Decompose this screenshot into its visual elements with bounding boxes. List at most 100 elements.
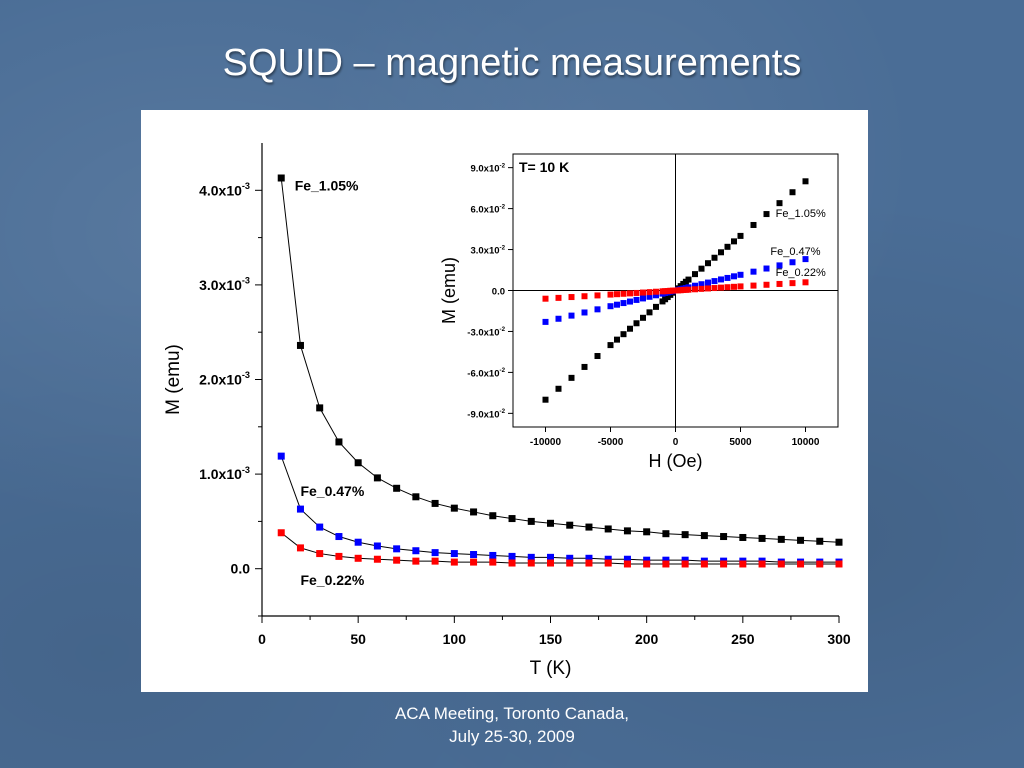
main-data-point [354,554,362,562]
inset-data-point [750,221,757,228]
inset-data-point [620,331,627,338]
chart-svg: 0 50 100 150 200 250 300 0.0 1.0x10-3 2.0x10-3 3.0… [163,143,851,679]
inset-data-point [692,286,698,293]
main-data-point [316,404,324,412]
main-data-point [720,560,728,568]
inset-data-point [620,290,627,297]
main-data-point [393,545,401,553]
main-series-label: Fe_0.22% [300,572,364,588]
main-data-point [470,558,478,566]
inset-data-point [750,268,757,275]
main-data-point [431,557,439,565]
main-y-tick-label: 0.0 [231,561,251,577]
inset-data-point [594,306,601,313]
inset-x-axis-label: H (Oe) [649,451,703,471]
main-data-point [335,438,343,446]
main-data-point [758,560,766,568]
main-data-point [797,560,805,568]
inset-data-point [705,260,711,267]
inset-data-point [568,374,575,381]
main-data-point [450,558,458,566]
main-data-point [373,542,381,550]
main-data-point [700,560,708,568]
inset-temperature-annotation: T= 10 K [519,159,569,175]
inset-data-point [685,286,692,293]
main-data-point [277,529,285,537]
main-data-point [681,560,689,568]
main-data-point [585,559,593,567]
footer-dates: July 25-30, 2009 [449,727,575,746]
main-x-axis-label: T (K) [530,658,572,679]
main-data-point [758,534,766,542]
inset-data-point [802,178,809,185]
main-data-point [508,552,516,560]
main-data-point [777,560,785,568]
main-data-point [412,557,420,565]
main-data-point [431,499,439,507]
inset-data-point [568,312,575,319]
inset-data-point [731,238,737,245]
inset-y-tick-label: 9.0x10-2 [470,162,505,174]
inset-data-point [724,284,731,291]
inset-data-point [653,303,659,310]
inset-data-point [724,243,731,250]
main-data-point [450,504,458,512]
main-data-point [835,560,843,568]
inset-data-point [731,273,737,280]
inset-data-point [646,293,653,300]
main-data-point [797,536,805,544]
inset-data-point [750,282,757,289]
inset-data-point [653,288,659,295]
inset-data-point [776,280,783,287]
inset-data-point [776,262,783,269]
main-y-axis-label: M (emu) [163,344,184,415]
inset-data-point [711,285,718,292]
main-y-tick-label: 4.0x10-3 [199,181,250,198]
inset-data-point [711,278,718,285]
main-data-point [681,556,689,564]
inset-data-point [640,289,646,296]
main-data-point [489,512,497,520]
inset-data-point [594,353,601,360]
inset-data-point [737,271,744,278]
inset-data-point [607,291,614,298]
main-data-point [277,452,285,460]
inset-data-point [698,265,705,272]
main-data-point [720,533,728,541]
footer-meeting: ACA Meeting, Toronto Canada, [394,704,630,723]
main-data-point [566,554,574,562]
inset-data-point [776,200,783,207]
main-data-point [470,551,478,559]
main-data-point [662,556,670,564]
main-series-line [280,455,839,563]
inset-data-point [718,276,724,283]
main-data-point [354,459,362,467]
main-data-point [316,523,324,531]
main-data-point [393,484,401,492]
inset-data-point [698,285,705,292]
inset-data-point [692,271,698,278]
main-y-tick-label: 2.0x10-3 [199,370,250,387]
inset-y-tick-label: -6.0x10-2 [467,367,505,379]
main-data-point [296,544,304,552]
inset-data-point [692,282,698,289]
inset-data-point [633,289,640,296]
inset-x-tick-label: -10000 [530,437,562,448]
inset-data-point [633,296,640,303]
inset-data-point [581,309,588,316]
main-data-point [566,559,574,567]
inset-data-point [737,232,744,239]
main-data-point [431,549,439,557]
main-series-line [280,532,839,565]
main-data-point [623,555,631,563]
inset-data-point [705,285,711,292]
inset-data-point [789,259,796,266]
main-data-point [296,505,304,513]
inset-data-point [607,303,614,310]
inset-data-point [633,320,640,327]
main-data-point [277,174,285,182]
main-y-tick-label: 3.0x10-3 [199,276,250,293]
inset-data-point [731,283,737,290]
inset-data-point [763,281,770,288]
inset-data-point [653,292,659,299]
